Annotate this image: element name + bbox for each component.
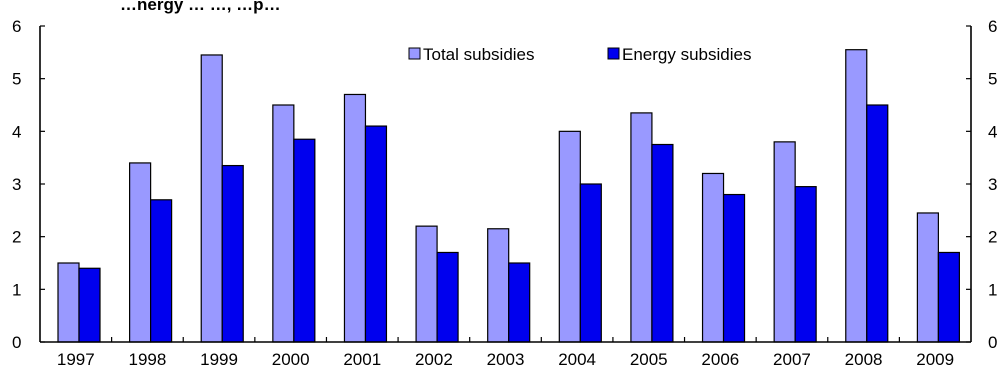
x-tick-label: 2002: [415, 350, 453, 369]
bar-energy-subsidies: [579, 183, 602, 343]
x-tick-label: 2008: [845, 350, 883, 369]
bar-total-subsidies: [343, 93, 367, 343]
x-tick-label: 2000: [272, 350, 310, 369]
x-tick-label: 2001: [343, 350, 381, 369]
legend: Total subsidies Energy subsidies: [408, 45, 751, 64]
x-tick-label: 1999: [200, 350, 238, 369]
bar-total-subsidies: [129, 162, 152, 343]
bar-energy-subsidies: [794, 186, 817, 343]
legend-label-total-subsidies: Total subsidies: [423, 45, 535, 64]
bar-energy-subsidies: [651, 143, 674, 343]
left-tick-label: 3: [12, 175, 21, 194]
bar-energy-subsidies: [436, 251, 459, 343]
x-tick-label: 2003: [487, 350, 525, 369]
left-tick-label: 1: [12, 280, 21, 299]
bar-total-subsidies: [200, 54, 223, 343]
x-tick-label: 2007: [773, 350, 811, 369]
bar-energy-subsidies: [866, 104, 889, 343]
x-tick-label: 2005: [630, 350, 668, 369]
bar-total-subsidies: [845, 49, 868, 343]
legend-label-energy-subsidies: Energy subsidies: [622, 45, 751, 64]
bar-energy-subsidies: [150, 199, 173, 343]
bar-total-subsidies: [630, 112, 653, 343]
right-tick-label: 6: [988, 17, 997, 36]
x-tick-label: 2009: [916, 350, 954, 369]
left-tick-label: 2: [12, 228, 21, 247]
bar-total-subsidies: [701, 172, 725, 343]
legend-swatch-total-subsidies: [408, 47, 421, 60]
left-tick-label: 0: [12, 333, 21, 352]
bar-energy-subsidies: [508, 262, 531, 343]
bar-total-subsidies: [773, 141, 796, 343]
bars-layer: [57, 49, 960, 343]
right-tick-label: 2: [988, 228, 997, 247]
bar-total-subsidies: [558, 130, 581, 343]
right-tick-label: 5: [988, 70, 997, 89]
x-tick-label: 2006: [701, 350, 739, 369]
bar-energy-subsidies: [722, 193, 746, 343]
right-tick-label: 4: [988, 122, 997, 141]
chart-title: …nergy … …, …p…: [120, 0, 281, 14]
bar-energy-subsidies: [364, 125, 388, 343]
x-tick-label: 1998: [129, 350, 167, 369]
left-tick-label: 5: [12, 70, 21, 89]
left-axis-ticks: 0 1 2 3 4 5 6: [12, 17, 45, 352]
bar-energy-subsidies: [78, 267, 101, 343]
bar-energy-subsidies: [221, 164, 244, 343]
bar-total-subsidies: [487, 228, 510, 343]
left-tick-label: 6: [12, 17, 21, 36]
bar-total-subsidies: [57, 262, 80, 343]
right-tick-label: 1: [988, 280, 997, 299]
bar-energy-subsidies: [293, 138, 316, 343]
x-tick-label: 1997: [57, 350, 95, 369]
right-tick-label: 0: [988, 333, 997, 352]
right-tick-label: 3: [988, 175, 997, 194]
left-tick-label: 4: [12, 122, 21, 141]
bar-energy-subsidies: [937, 251, 960, 343]
x-axis-labels: 1997 1998 1999 2000 2001 2002 2003 2004 2005 2006…: [57, 337, 954, 369]
right-axis-ticks: 0 1 2 3 4 5 6: [966, 17, 997, 352]
legend-swatch-energy-subsidies: [607, 47, 620, 60]
bar-total-subsidies: [916, 212, 939, 343]
bar-total-subsidies: [272, 104, 295, 343]
x-tick-label: 2004: [558, 350, 596, 369]
bar-total-subsidies: [415, 225, 438, 343]
